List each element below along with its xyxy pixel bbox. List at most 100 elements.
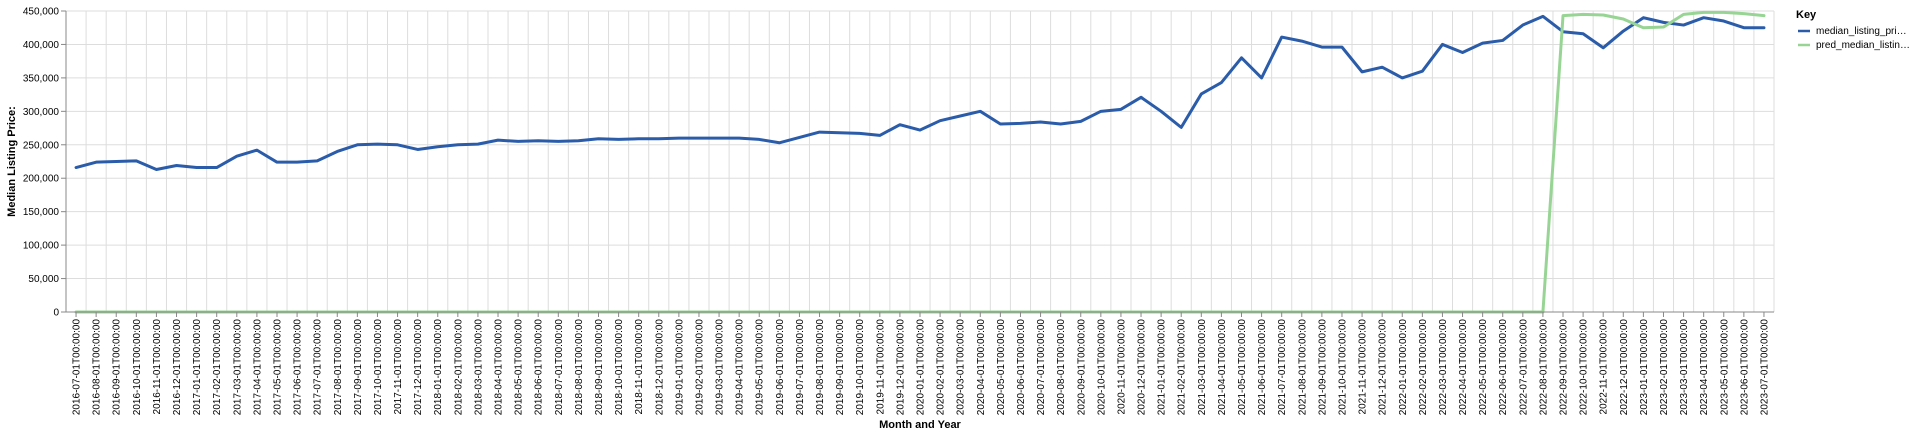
x-tick-label: 2017-11-01T00:00:00 xyxy=(393,319,404,415)
series-lines xyxy=(74,10,1766,314)
x-tick-label: 2018-01-01T00:00:00 xyxy=(433,319,444,416)
x-tick-label: 2023-06-01T00:00:00 xyxy=(1739,319,1750,416)
y-axis-ticks: 0 50,000 100,000 150,000 200,000 250,000 300,0… xyxy=(23,7,66,319)
x-tick-label: 2018-12-01T00:00:00 xyxy=(654,319,665,416)
y-tick-label: 150,000 xyxy=(23,207,60,218)
x-tick-label: 2018-06-01T00:00:00 xyxy=(534,319,545,416)
x-tick-label: 2019-03-01T00:00:00 xyxy=(715,319,726,416)
x-tick-label: 2016-12-01T00:00:00 xyxy=(172,319,183,416)
x-tick-label: 2018-08-01T00:00:00 xyxy=(574,319,585,416)
x-tick-label: 2017-01-01T00:00:00 xyxy=(192,319,203,416)
x-tick-label: 2021-02-01T00:00:00 xyxy=(1177,319,1188,416)
x-tick-label: 2019-01-01T00:00:00 xyxy=(674,319,685,416)
x-tick-label: 2021-08-01T00:00:00 xyxy=(1297,319,1308,416)
x-tick-label: 2020-12-01T00:00:00 xyxy=(1137,319,1148,416)
x-tick-label: 2021-10-01T00:00:00 xyxy=(1337,319,1348,416)
x-tick-label: 2020-08-01T00:00:00 xyxy=(1056,319,1067,416)
x-axis-title: Month and Year xyxy=(879,419,961,431)
axes xyxy=(65,11,1774,313)
x-tick-label: 2022-07-01T00:00:00 xyxy=(1518,319,1529,416)
x-tick-label: 2020-10-01T00:00:00 xyxy=(1096,319,1107,416)
y-tick-label: 400,000 xyxy=(23,40,60,51)
y-tick-label: 450,000 xyxy=(23,7,60,18)
x-tick-label: 2020-09-01T00:00:00 xyxy=(1076,319,1087,416)
x-tick-label: 2022-12-01T00:00:00 xyxy=(1619,319,1630,416)
x-tick-label: 2020-04-01T00:00:00 xyxy=(976,319,987,416)
x-tick-label: 2019-05-01T00:00:00 xyxy=(755,319,766,416)
x-tick-label: 2017-03-01T00:00:00 xyxy=(232,319,243,416)
x-tick-label: 2021-03-01T00:00:00 xyxy=(1197,319,1208,416)
x-tick-label: 2019-07-01T00:00:00 xyxy=(795,319,806,416)
x-tick-label: 2023-03-01T00:00:00 xyxy=(1679,319,1690,416)
x-tick-label: 2017-10-01T00:00:00 xyxy=(373,319,384,416)
x-tick-label: 2023-01-01T00:00:00 xyxy=(1639,319,1650,416)
series-line-2 xyxy=(74,10,1766,314)
x-tick-label: 2020-01-01T00:00:00 xyxy=(916,319,927,416)
x-tick-label: 2017-09-01T00:00:00 xyxy=(353,319,364,416)
x-tick-label: 2019-08-01T00:00:00 xyxy=(815,319,826,416)
x-tick-label: 2022-10-01T00:00:00 xyxy=(1579,319,1590,416)
x-tick-label: 2018-07-01T00:00:00 xyxy=(554,319,565,416)
x-tick-label: 2020-07-01T00:00:00 xyxy=(1036,319,1047,416)
x-tick-label: 2018-10-01T00:00:00 xyxy=(614,319,625,416)
x-tick-label: 2016-07-01T00:00:00 xyxy=(72,319,83,416)
x-tick-label: 2016-10-01T00:00:00 xyxy=(132,319,143,416)
y-tick-label: 50,000 xyxy=(28,274,59,285)
y-tick-label: 100,000 xyxy=(23,241,60,252)
x-tick-label: 2017-04-01T00:00:00 xyxy=(252,319,263,416)
x-tick-label: 2020-06-01T00:00:00 xyxy=(1016,319,1027,416)
legend: Key median_listing_pri… pred_median_listi… xyxy=(1796,9,1910,51)
x-tick-label: 2018-05-01T00:00:00 xyxy=(514,319,525,416)
x-tick-label: 2021-01-01T00:00:00 xyxy=(1157,319,1168,416)
x-tick-label: 2019-02-01T00:00:00 xyxy=(694,319,705,416)
x-axis-ticks: 2016-07-01T00:00:00 2016-08-01T00:00:00 20… xyxy=(72,312,1770,416)
legend-label: median_listing_pri… xyxy=(1816,26,1907,37)
x-tick-label: 2022-11-01T00:00:00 xyxy=(1599,319,1610,415)
x-tick-label: 2021-04-01T00:00:00 xyxy=(1217,319,1228,416)
x-tick-label: 2020-05-01T00:00:00 xyxy=(996,319,1007,416)
legend-label: pred_median_listin… xyxy=(1816,40,1910,51)
x-tick-label: 2017-05-01T00:00:00 xyxy=(272,319,283,416)
x-tick-label: 2017-08-01T00:00:00 xyxy=(333,319,344,416)
x-tick-label: 2022-08-01T00:00:00 xyxy=(1538,319,1549,416)
x-tick-label: 2016-08-01T00:00:00 xyxy=(92,319,103,416)
x-tick-label: 2021-07-01T00:00:00 xyxy=(1277,319,1288,416)
y-tick-label: 0 xyxy=(53,308,59,319)
x-tick-label: 2022-04-01T00:00:00 xyxy=(1458,319,1469,416)
x-tick-label: 2021-12-01T00:00:00 xyxy=(1378,319,1389,416)
y-tick-label: 350,000 xyxy=(23,73,60,84)
x-tick-label: 2017-02-01T00:00:00 xyxy=(212,319,223,416)
x-tick-label: 2018-04-01T00:00:00 xyxy=(494,319,505,416)
x-tick-label: 2021-05-01T00:00:00 xyxy=(1237,319,1248,416)
x-tick-label: 2020-02-01T00:00:00 xyxy=(936,319,947,416)
x-tick-label: 2019-11-01T00:00:00 xyxy=(875,319,886,415)
x-tick-label: 2016-09-01T00:00:00 xyxy=(112,319,123,416)
x-tick-label: 2022-03-01T00:00:00 xyxy=(1438,319,1449,416)
x-tick-label: 2023-02-01T00:00:00 xyxy=(1659,319,1670,416)
x-tick-label: 2022-09-01T00:00:00 xyxy=(1559,319,1570,416)
y-tick-label: 250,000 xyxy=(23,140,60,151)
grid-lines xyxy=(65,10,1775,313)
x-tick-label: 2022-01-01T00:00:00 xyxy=(1398,319,1409,416)
y-tick-label: 300,000 xyxy=(23,107,60,118)
x-tick-label: 2016-11-01T00:00:00 xyxy=(152,319,163,415)
x-tick-label: 2017-12-01T00:00:00 xyxy=(413,319,424,416)
y-tick-label: 200,000 xyxy=(23,174,60,185)
x-tick-label: 2022-05-01T00:00:00 xyxy=(1478,319,1489,416)
x-tick-label: 2023-07-01T00:00:00 xyxy=(1759,319,1770,416)
x-tick-label: 2023-05-01T00:00:00 xyxy=(1719,319,1730,416)
x-tick-label: 2020-11-01T00:00:00 xyxy=(1116,319,1127,415)
x-tick-label: 2017-07-01T00:00:00 xyxy=(313,319,324,416)
x-tick-label: 2021-06-01T00:00:00 xyxy=(1257,319,1268,416)
x-tick-label: 2021-11-01T00:00:00 xyxy=(1358,319,1369,415)
x-tick-label: 2022-02-01T00:00:00 xyxy=(1418,319,1429,416)
legend-title: Key xyxy=(1796,9,1817,21)
x-tick-label: 2018-03-01T00:00:00 xyxy=(473,319,484,416)
x-tick-label: 2018-09-01T00:00:00 xyxy=(594,319,605,416)
y-axis-title: Median Listing Price: xyxy=(6,106,18,217)
x-tick-label: 2018-11-01T00:00:00 xyxy=(634,319,645,415)
x-tick-label: 2023-04-01T00:00:00 xyxy=(1699,319,1710,416)
x-tick-label: 2019-12-01T00:00:00 xyxy=(895,319,906,416)
x-tick-label: 2017-06-01T00:00:00 xyxy=(293,319,304,416)
